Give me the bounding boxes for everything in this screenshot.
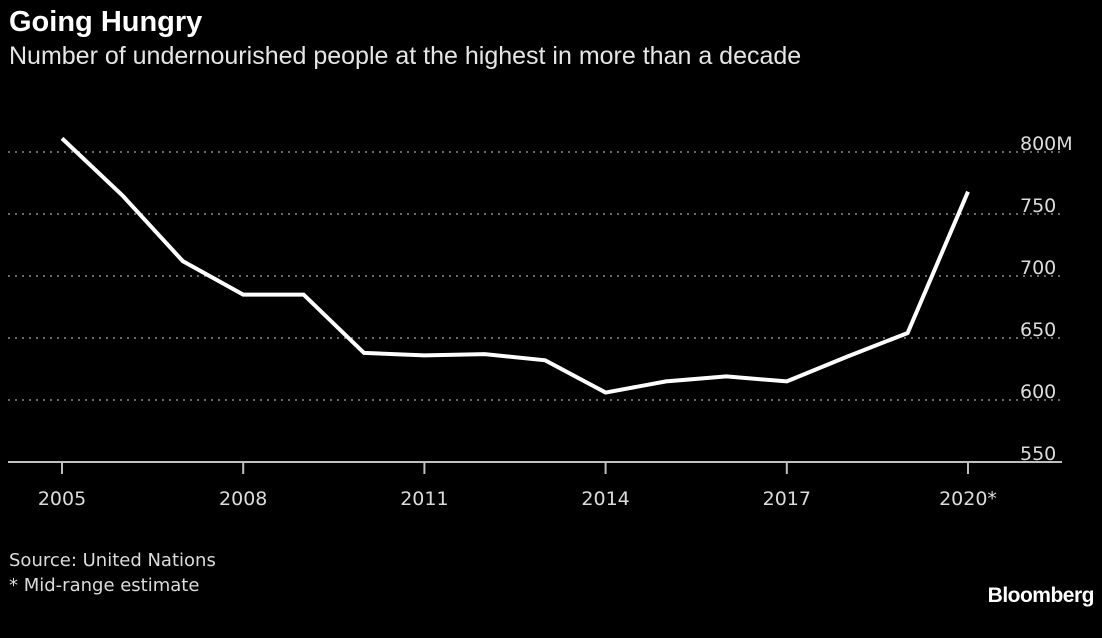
y-tick-label: 550 <box>1020 443 1056 465</box>
chart-title: Going Hungry <box>9 6 203 38</box>
source-note: Source: United Nations <box>9 550 216 571</box>
estimate-note: * Mid-range estimate <box>9 575 200 596</box>
x-tick-label: 2017 <box>763 488 811 510</box>
x-tick-label: 2020* <box>939 488 997 510</box>
x-axis-ticks: 2005 2008 2011 2014 2017 2020* <box>38 462 997 510</box>
gridlines <box>8 151 1062 401</box>
x-tick-label: 2005 <box>38 488 86 510</box>
x-tick-label: 2008 <box>219 488 267 510</box>
chart-subtitle: Number of undernourished people at the h… <box>9 42 802 70</box>
x-tick-label: 2014 <box>581 488 629 510</box>
y-tick-label: 750 <box>1020 195 1056 217</box>
series-group <box>60 136 970 395</box>
footnotes: Source: United Nations * Mid-range estim… <box>9 548 216 598</box>
y-tick-label: 800M <box>1020 133 1073 155</box>
y-tick-label: 700 <box>1020 257 1056 279</box>
series-line <box>60 136 970 395</box>
y-tick-label: 650 <box>1020 319 1056 341</box>
x-tick-label: 2011 <box>400 488 448 510</box>
bloomberg-logo: Bloomberg <box>987 584 1095 607</box>
y-axis-ticks: 550 600 650 700 750 800M <box>1020 133 1073 465</box>
y-tick-label: 600 <box>1020 381 1056 403</box>
